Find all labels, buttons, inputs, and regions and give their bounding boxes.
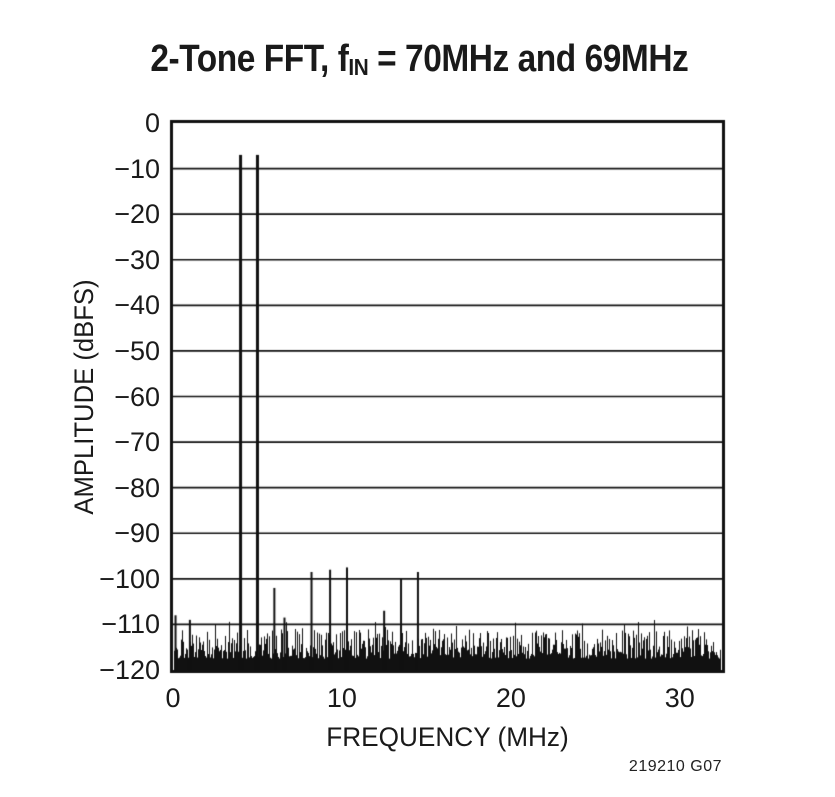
y-tick-label: −10 [114,153,160,184]
x-tick-label: 20 [495,683,526,713]
y-tick-label: −60 [114,381,160,412]
y-tick-label: −90 [114,518,160,549]
x-tick-label: 30 [664,683,695,713]
y-tick-label: −80 [114,472,160,503]
y-tick-label: −20 [114,199,160,230]
x-axis-title: FREQUENCY (MHz) [326,722,569,752]
x-tick-label: 10 [326,683,357,713]
y-tick-label: −100 [99,563,160,594]
x-tick-label: 0 [165,683,181,713]
figure-id-note: 219210 G07 [628,758,722,775]
y-tick-label: −40 [114,290,160,321]
chart-title-subscript: IN [348,54,369,81]
chart-title: 2-Tone FFT, fIN = 70MHz and 69MHz [52,38,787,81]
y-tick-label: 0 [144,108,160,138]
chart-title-suffix: = 70MHz and 69MHz [368,38,689,80]
y-tick-label: −30 [114,244,160,275]
chart-title-prefix: 2-Tone FFT, f [150,38,349,80]
y-tick-label: −110 [101,609,160,640]
y-tick-label: −70 [114,427,160,458]
y-tick-label: −50 [114,335,160,366]
y-tick-label: −120 [99,655,160,685]
